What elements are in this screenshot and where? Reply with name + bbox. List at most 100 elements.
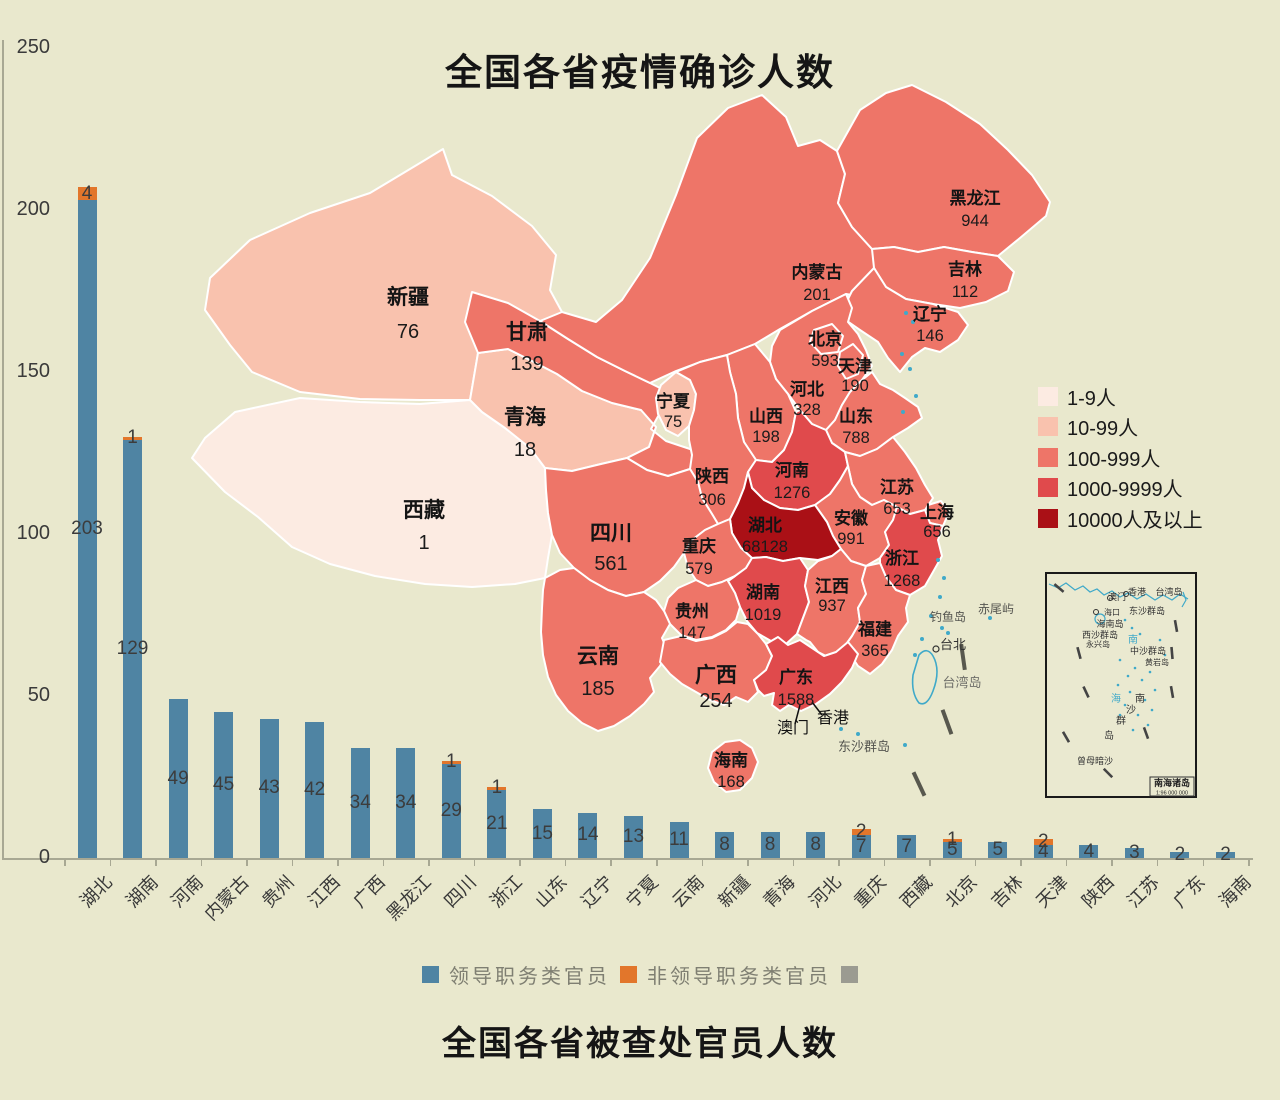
x-axis-tick [656,858,658,866]
map-legend-row: 10000人及以上 [1038,507,1203,532]
bar-value-label: 5 [992,838,1004,860]
x-axis-tick [246,858,248,866]
x-axis-tick [1111,858,1113,866]
bar-stack-value-label: 2 [855,821,867,843]
bar-segment-blue [760,832,780,858]
x-axis-tick [337,858,339,866]
bar-segment-blue [942,841,962,858]
bar-segment-blue [988,841,1008,858]
bar-chart-title: 全国各省被查处官员人数 [442,1025,838,1063]
bar-segment-blue [1079,845,1099,858]
x-axis-tick [883,858,886,866]
bar-value-label: 8 [810,834,821,856]
x-axis-line [2,858,1253,860]
bar-value-label: 15 [531,822,553,844]
bar-value-label: 34 [349,791,371,813]
bar-value-label: 7 [901,835,912,857]
bar-value-label: 43 [258,777,280,799]
legend-label: 领导职务类官员 [449,966,610,988]
y-axis-label: 100 [16,522,50,544]
bar-segment-blue [578,812,598,858]
bar-value-label: 4 [1083,840,1095,862]
bar-value-label: 203 [71,518,103,540]
legend-label: 非领导职务类官员 [647,966,831,988]
bar-segment-blue [350,747,370,858]
y-axis-label: 0 [38,846,50,868]
x-axis-tick [974,858,977,866]
x-axis-tick [473,858,476,866]
legend-swatch [620,966,637,983]
bar-value-label: 7 [855,835,867,857]
legend-swatch [841,966,858,983]
map-legend-row: 10-99人 [1038,416,1138,440]
map-legend-label: 10-99人 [1067,418,1139,440]
bar-value-label: 11 [669,829,689,851]
y-axis-line [2,40,4,858]
map-legend-row: 100-999人 [1038,446,1160,471]
bar-chart-legend: 领导职务类官员 非领导职务类官员 [0,960,1280,989]
bar-segment-orange [942,838,962,842]
bar-segment-orange [441,760,461,765]
bar-segment-blue [259,718,279,858]
bar-segment-blue [806,832,826,858]
x-axis-tick [1202,858,1204,866]
x-axis-tick [701,858,704,866]
y-axis-label: 250 [16,36,50,58]
bar-value-label: 5 [946,838,958,860]
bar-value-label: 45 [213,774,235,796]
x-axis-tick [792,858,795,866]
bar-stack-value-label: 2 [1038,830,1049,852]
bar-segment-blue [168,699,188,858]
bar-value-label: 4 [1038,840,1049,862]
bar-segment-blue [214,712,234,858]
map-title: 全国各省疫情确诊人数 [445,52,835,93]
bar-segment-blue [77,200,97,858]
bar-value-label: 34 [395,791,417,813]
bar-value-label: 29 [440,800,462,822]
bar-stack-value-label: 1 [127,427,138,449]
x-axis-tick [838,858,840,866]
bar-value-label: 8 [764,834,776,856]
x-axis-tick [64,858,66,866]
bar-segment-blue [897,835,917,858]
map-legend-swatch [1038,417,1058,436]
bar-segment-orange [1033,838,1053,846]
x-axis-tick [610,858,612,866]
y-axis-label: 200 [16,198,50,220]
bar-segment-blue [715,832,735,858]
bar-value-label: 21 [486,812,508,834]
bar-segment-blue [305,721,325,858]
x-axis-tick [200,858,203,866]
x-axis-tick [519,858,521,866]
map-legend-label: 1000-9999人 [1067,479,1183,501]
y-axis-label: 50 [27,684,50,706]
x-axis-tick [1065,858,1068,866]
x-axis-tick [1020,858,1022,866]
bar-value-label: 129 [116,638,149,660]
x-axis-tick [747,858,749,866]
bar-segment-blue [487,789,507,858]
map-legend-swatch [1038,478,1058,497]
bar-segment-blue [851,835,871,858]
bar-value-label: 2 [1174,843,1186,865]
map-legend-row: 1000-9999人 [1038,477,1183,501]
bar-segment-blue [441,764,461,858]
x-axis-tick [564,858,567,866]
bar-segment-blue [532,809,552,858]
x-axis-tick [929,858,931,866]
bar-segment-orange [851,828,871,836]
bar-stack-value-label: 4 [81,182,93,204]
map-legend-swatch [1038,386,1058,406]
bar-stack-value-label: 1 [491,777,503,799]
bar-segment-blue [396,747,416,858]
map-legend-label: 1-9人 [1067,387,1116,410]
bar-value-label: 3 [1129,842,1140,864]
map-legend-label: 100-999人 [1067,448,1161,471]
bar-value-label: 8 [719,834,730,856]
x-axis-tick [428,858,430,866]
map-legend-label: 10000人及以上 [1067,509,1203,532]
map-legend-swatch [1038,447,1058,467]
x-axis-tick [155,858,157,866]
bar-value-label: 2 [1220,843,1231,865]
